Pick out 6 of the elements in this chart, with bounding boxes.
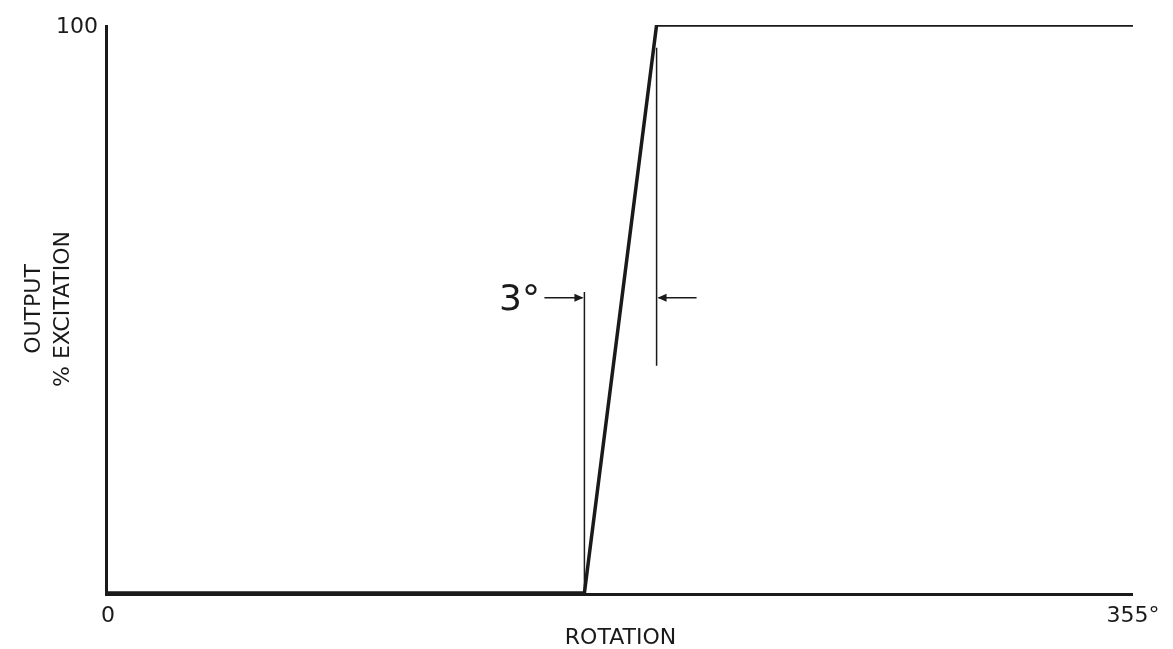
annotation: 3° [499, 277, 540, 318]
y-axis-title: OUTPUT % EXCITATION [20, 231, 74, 387]
x-tick-label: 355° [1106, 602, 1160, 628]
x-axis-title: ROTATION [564, 624, 677, 649]
x-tick-label: 0 [101, 602, 115, 628]
text: 100 [56, 13, 98, 38]
